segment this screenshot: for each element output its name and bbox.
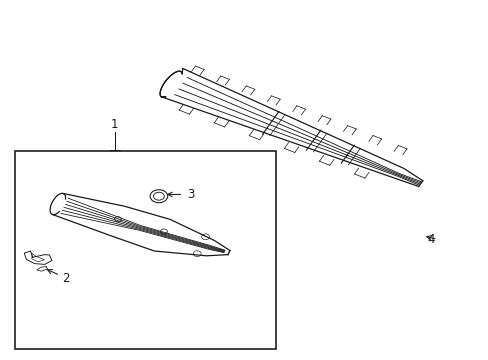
Bar [15,151,276,349]
Text: 4: 4 [427,233,434,246]
Text: 2: 2 [62,273,70,285]
Text: 1: 1 [111,118,119,131]
Text: 3: 3 [186,188,194,201]
